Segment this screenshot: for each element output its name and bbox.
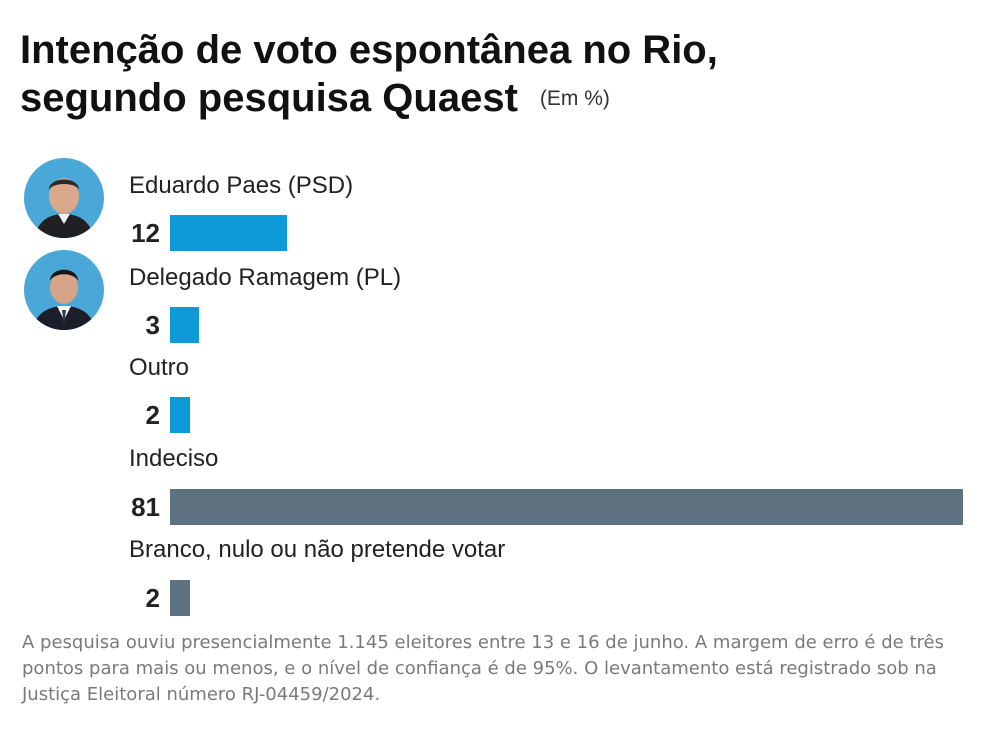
value-label-branco-nulo: 2: [145, 583, 160, 613]
bar-branco-nulo: [170, 580, 190, 616]
chart-title: Intenção de voto espontânea no Rio, segu…: [20, 26, 960, 123]
value-label-eduardo-paes: 12: [131, 218, 160, 248]
value-label-delegado-ramagem: 3: [145, 310, 160, 340]
chart-title-line1: Intenção de voto espontânea no Rio,: [20, 28, 718, 72]
bar-outro: [170, 397, 190, 433]
chart-unit: (Em %): [539, 87, 610, 110]
chart-title-line2: segundo pesquisa Quaest (Em %): [20, 74, 960, 123]
eduardo-paes-photo: [24, 158, 104, 238]
bar-eduardo-paes: [170, 215, 287, 251]
category-label-eduardo-paes: Eduardo Paes (PSD): [129, 172, 354, 199]
bar-indeciso: [170, 489, 963, 525]
bar-delegado-ramagem: [170, 307, 199, 343]
category-label-outro: Outro: [129, 354, 190, 381]
chart-title-line2-text: segundo pesquisa Quaest: [20, 76, 518, 120]
value-label-outro: 2: [145, 400, 160, 430]
category-label-branco-nulo: Branco, nulo ou não pretende votar: [129, 536, 506, 563]
delegado-ramagem-photo: [24, 250, 104, 330]
category-label-indeciso: Indeciso: [129, 445, 219, 472]
category-label-delegado-ramagem: Delegado Ramagem (PL): [129, 264, 402, 291]
value-label-indeciso: 81: [131, 492, 160, 522]
footnote: A pesquisa ouviu presencialmente 1.145 e…: [22, 632, 944, 705]
